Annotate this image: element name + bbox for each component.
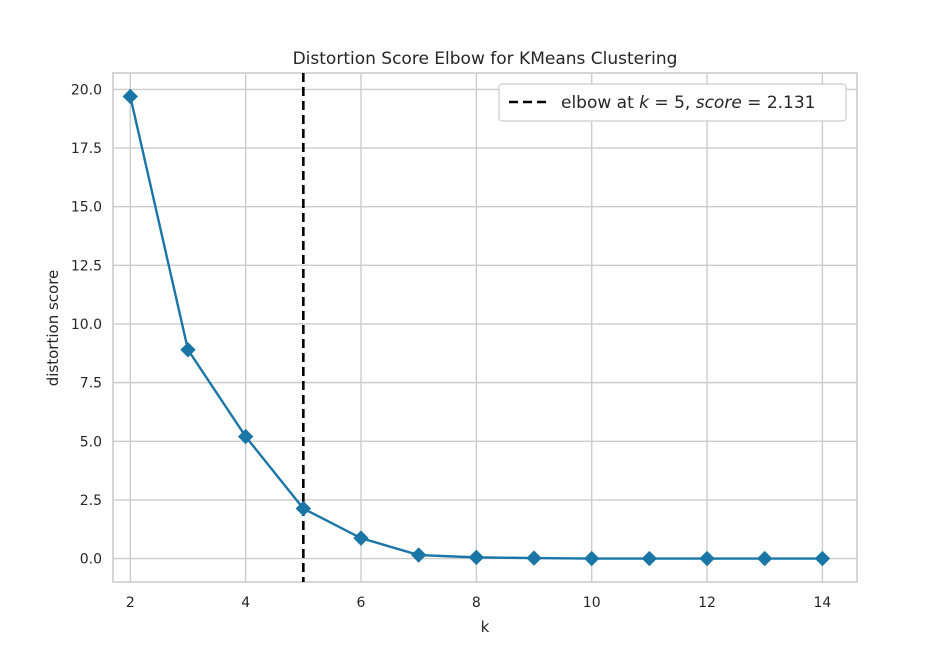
data-point-marker [180,342,196,358]
series-markers [122,88,831,567]
data-point-marker [814,550,831,567]
data-point-marker [353,530,369,546]
x-tick-label: 12 [698,595,716,611]
y-tick-label: 15.0 [71,200,102,216]
data-point-marker [583,550,600,567]
y-tick-label: 20.0 [71,82,102,98]
y-tick-label: 7.5 [80,376,102,392]
y-axis-ticks: 0.0 2.5 5.0 7.5 10.0 12.5 15.0 17.5 20.0 [71,82,102,567]
x-axis-label: k [481,618,490,636]
plot-frame [112,72,858,583]
data-point-marker [757,550,773,567]
data-point-marker [295,500,312,517]
y-tick-label: 0.0 [80,552,102,568]
x-tick-label: 10 [583,595,601,611]
y-tick-label: 5.0 [80,434,102,450]
y-axis-label: distortion score [44,270,62,387]
x-tick-label: 8 [472,595,481,611]
data-point-marker [526,550,542,566]
y-tick-label: 10.0 [71,317,102,333]
legend-elbow-label: elbow at k = 5, score = 2.131 [561,93,816,113]
x-tick-label: 14 [813,595,831,611]
data-point-marker [699,550,715,567]
x-tick-label: 2 [126,595,135,611]
y-tick-label: 12.5 [71,258,102,274]
legend: elbow at k = 5, score = 2.131 [498,83,847,122]
chart-title: Distortion Score Elbow for KMeans Cluste… [293,49,678,69]
x-axis-ticks: 2 4 6 8 10 12 14 [126,595,832,611]
legend-box [498,83,847,122]
y-tick-label: 2.5 [80,493,102,509]
x-tick-label: 6 [357,595,366,611]
data-point-marker [641,550,658,567]
x-tick-label: 4 [241,595,250,611]
y-tick-label: 17.5 [71,141,102,157]
grid [113,73,857,582]
data-point-marker [468,549,485,566]
data-point-marker [122,88,139,105]
data-point-marker [237,428,254,445]
data-point-marker [410,547,427,563]
